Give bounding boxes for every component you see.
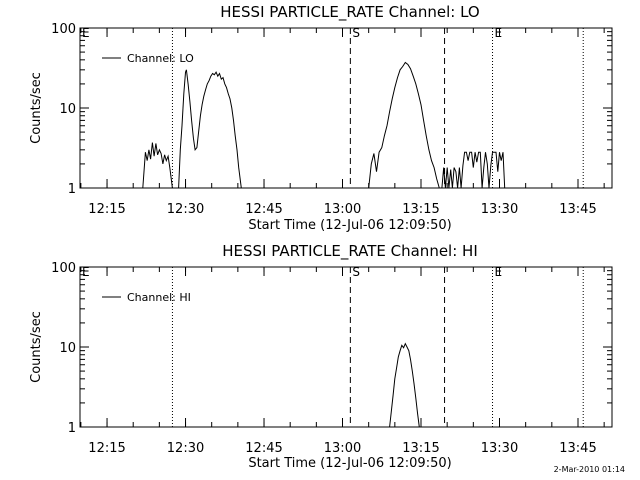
- chart-title: HESSI PARTICLE_RATE Channel: HI: [222, 242, 478, 261]
- x-tick-label: 12:30: [167, 441, 204, 456]
- marker-label: E: [495, 265, 503, 279]
- generation-timestamp: 2-Mar-2010 01:14: [554, 465, 625, 474]
- x-tick-label: 12:45: [245, 202, 282, 217]
- chart-title: HESSI PARTICLE_RATE Channel: LO: [220, 3, 479, 22]
- marker-label: S: [352, 26, 360, 40]
- hi-channel-plot: HESSI PARTICLE_RATE Channel: HI 1 10 100 Cou…: [29, 242, 613, 471]
- y-tick-label: 1: [68, 182, 76, 197]
- y-tick-label: 100: [51, 261, 76, 276]
- x-tick-label: 13:45: [559, 202, 596, 217]
- legend-entry: Channel: LO: [127, 52, 194, 65]
- x-tick-label: 12:30: [167, 202, 204, 217]
- x-tick-label: 12:15: [88, 441, 125, 456]
- x-tick-label: 13:45: [559, 441, 596, 456]
- x-tick-label: 12:45: [245, 441, 282, 456]
- marker-label: E: [82, 265, 90, 279]
- y-axis-label: Counts/sec: [29, 311, 44, 383]
- y-axis-label: Counts/sec: [29, 72, 44, 144]
- x-tick-label: 12:15: [88, 202, 125, 217]
- marker-label: E: [495, 26, 503, 40]
- series-line: [441, 151, 506, 189]
- x-axis-label: Start Time (12-Jul-06 12:09:50): [248, 218, 451, 233]
- x-tick-label: 13:15: [402, 441, 439, 456]
- series-line: [142, 142, 173, 189]
- x-tick-label: 13:15: [402, 202, 439, 217]
- legend-entry: Channel: HI: [127, 291, 191, 304]
- lo-channel-plot: HESSI PARTICLE_RATE Channel: LO 1 10 100 Cou…: [29, 3, 613, 233]
- x-tick-label: 13:00: [324, 202, 361, 217]
- x-tick-label: 13:30: [481, 441, 518, 456]
- x-tick-label: 13:00: [324, 441, 361, 456]
- y-tick-label: 10: [59, 102, 76, 117]
- y-tick-label: 100: [51, 22, 76, 37]
- series-line: [368, 61, 440, 189]
- marker-label: E: [82, 26, 90, 40]
- x-axis-label: Start Time (12-Jul-06 12:09:50): [248, 456, 451, 471]
- y-tick-label: 1: [68, 421, 76, 436]
- x-tick-label: 13:30: [481, 202, 518, 217]
- series-line: [178, 69, 242, 189]
- marker-label: S: [352, 265, 360, 279]
- series-line: [389, 342, 420, 428]
- y-tick-label: 10: [59, 341, 76, 356]
